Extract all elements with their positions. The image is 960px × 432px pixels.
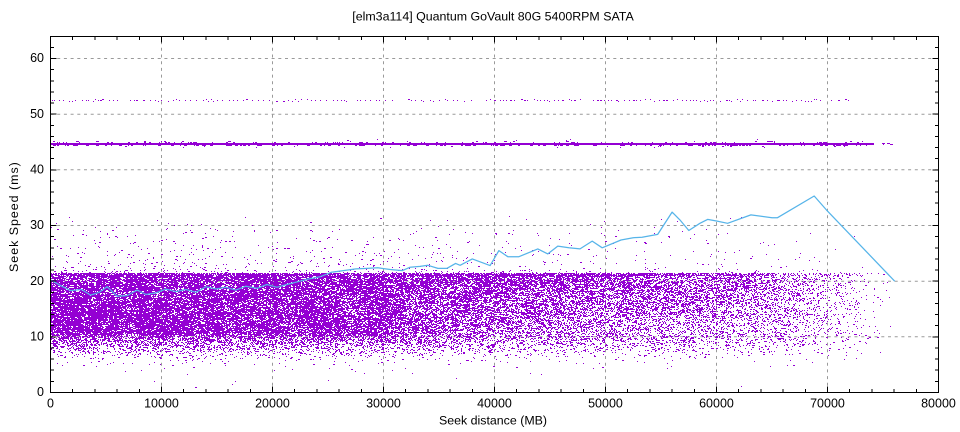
svg-text:70000: 70000	[810, 397, 845, 411]
svg-text:40000: 40000	[477, 397, 512, 411]
svg-text:10: 10	[30, 329, 44, 343]
svg-text:60000: 60000	[699, 397, 734, 411]
svg-text:Seek distance (MB): Seek distance (MB)	[439, 414, 547, 428]
svg-text:60: 60	[30, 51, 44, 65]
svg-text:30: 30	[30, 218, 44, 232]
svg-text:80000: 80000	[921, 397, 956, 411]
svg-text:Seek Speed (ms): Seek Speed (ms)	[7, 161, 21, 272]
svg-text:10000: 10000	[144, 397, 179, 411]
svg-text:0: 0	[47, 397, 54, 411]
svg-text:40: 40	[30, 162, 44, 176]
svg-text:20000: 20000	[255, 397, 290, 411]
svg-text:50: 50	[30, 107, 44, 121]
svg-text:0: 0	[37, 385, 44, 399]
svg-text:50000: 50000	[588, 397, 623, 411]
svg-text:20: 20	[30, 274, 44, 288]
svg-text:[elm3a114] Quantum GoVault 80G: [elm3a114] Quantum GoVault 80G 5400RPM S…	[352, 10, 634, 24]
svg-text:30000: 30000	[366, 397, 401, 411]
